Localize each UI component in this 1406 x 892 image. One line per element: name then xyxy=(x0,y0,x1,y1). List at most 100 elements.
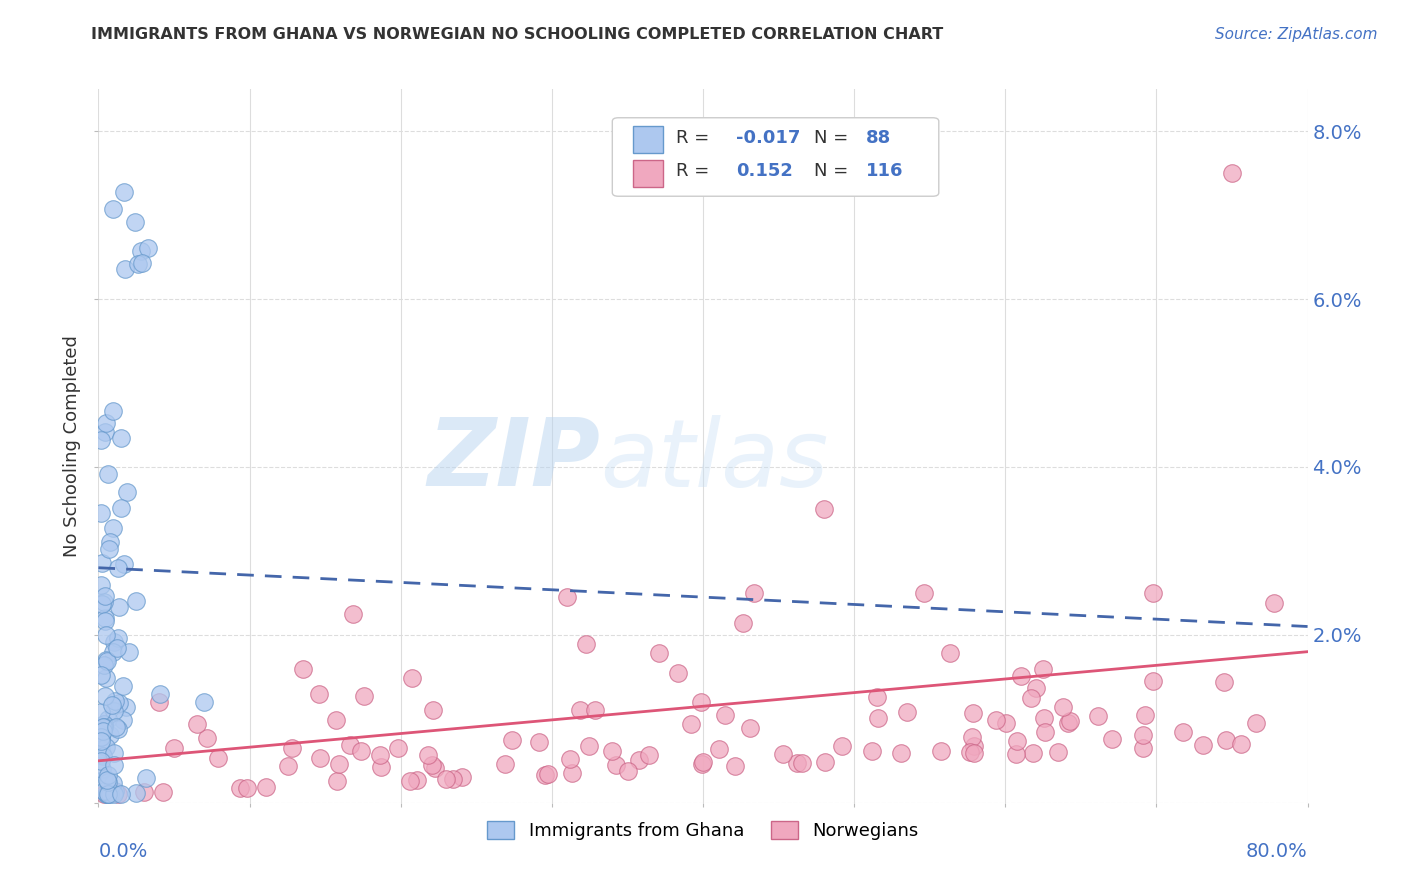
Point xyxy=(1033,724,1056,739)
Point xyxy=(707,742,730,756)
Point xyxy=(136,241,159,255)
Point xyxy=(963,747,986,761)
Point xyxy=(617,764,640,778)
Point xyxy=(555,591,578,605)
Point xyxy=(107,787,129,801)
Point xyxy=(96,788,118,802)
Point xyxy=(105,640,128,655)
FancyBboxPatch shape xyxy=(633,160,664,187)
Point xyxy=(90,731,112,745)
Point xyxy=(868,711,890,725)
Point xyxy=(148,696,170,710)
Point xyxy=(101,645,124,659)
Point xyxy=(254,780,277,794)
Point xyxy=(90,556,112,570)
Point xyxy=(93,720,115,734)
Point xyxy=(434,772,457,786)
Point xyxy=(561,766,583,780)
Point xyxy=(495,757,517,772)
Point xyxy=(1263,595,1285,609)
Point xyxy=(94,425,117,439)
Point xyxy=(103,747,125,761)
Text: -0.017: -0.017 xyxy=(735,128,800,146)
Point xyxy=(912,586,935,600)
Point xyxy=(1215,733,1237,747)
Point xyxy=(103,788,125,802)
Point xyxy=(97,712,120,726)
Point xyxy=(692,755,714,769)
Point xyxy=(107,696,129,710)
Point xyxy=(103,704,125,718)
Point xyxy=(501,732,523,747)
Point xyxy=(98,541,121,556)
Point xyxy=(117,645,139,659)
Point xyxy=(98,728,121,742)
Point xyxy=(1033,711,1056,725)
Point xyxy=(1213,675,1236,690)
Point xyxy=(342,607,364,621)
Point xyxy=(103,634,125,648)
Point xyxy=(90,506,112,520)
Point xyxy=(110,431,132,445)
Legend: Immigrants from Ghana, Norwegians: Immigrants from Ghana, Norwegians xyxy=(479,814,927,847)
Point xyxy=(1133,707,1156,722)
Point xyxy=(105,721,128,735)
Point xyxy=(422,703,444,717)
Point xyxy=(537,767,560,781)
Point xyxy=(1022,746,1045,760)
Y-axis label: No Schooling Completed: No Schooling Completed xyxy=(63,335,82,557)
FancyBboxPatch shape xyxy=(613,118,939,196)
Point xyxy=(93,689,115,703)
Point xyxy=(994,715,1017,730)
Point xyxy=(94,653,117,667)
Point xyxy=(387,740,409,755)
Point xyxy=(94,611,117,625)
Point xyxy=(574,637,596,651)
Point xyxy=(125,786,148,800)
Point xyxy=(738,721,761,735)
Text: IMMIGRANTS FROM GHANA VS NORWEGIAN NO SCHOOLING COMPLETED CORRELATION CHART: IMMIGRANTS FROM GHANA VS NORWEGIAN NO SC… xyxy=(91,27,943,42)
Point xyxy=(280,741,302,756)
Point xyxy=(814,755,837,769)
Point xyxy=(939,646,962,660)
Point xyxy=(90,719,112,733)
Point xyxy=(681,716,703,731)
Text: Source: ZipAtlas.com: Source: ZipAtlas.com xyxy=(1215,27,1378,42)
Point xyxy=(91,724,114,739)
Point xyxy=(1047,745,1070,759)
Point xyxy=(399,773,422,788)
Point xyxy=(401,671,423,685)
Point xyxy=(600,744,623,758)
Point xyxy=(896,706,918,720)
Point xyxy=(195,731,218,745)
FancyBboxPatch shape xyxy=(633,127,664,153)
Point xyxy=(131,255,153,269)
Point xyxy=(339,738,361,752)
Point xyxy=(135,772,157,786)
Point xyxy=(127,257,149,271)
Point xyxy=(97,774,120,789)
Point xyxy=(90,598,112,612)
Point xyxy=(328,757,350,772)
Point xyxy=(1142,674,1164,689)
Point xyxy=(962,706,984,721)
Point xyxy=(96,628,118,642)
Point xyxy=(1244,715,1267,730)
Point xyxy=(418,747,440,762)
Point xyxy=(406,773,429,788)
Text: 0.152: 0.152 xyxy=(735,162,793,180)
Text: 80.0%: 80.0% xyxy=(1246,842,1308,861)
Point xyxy=(1019,691,1042,706)
Point xyxy=(1171,724,1194,739)
Point xyxy=(1052,699,1074,714)
Point xyxy=(1192,738,1215,752)
Point xyxy=(1101,731,1123,746)
Point xyxy=(129,244,152,258)
Point xyxy=(94,672,117,686)
Point xyxy=(353,689,375,703)
Point xyxy=(125,594,148,608)
Point xyxy=(103,785,125,799)
Point xyxy=(690,695,713,709)
Point xyxy=(104,694,127,708)
Point xyxy=(110,788,132,802)
